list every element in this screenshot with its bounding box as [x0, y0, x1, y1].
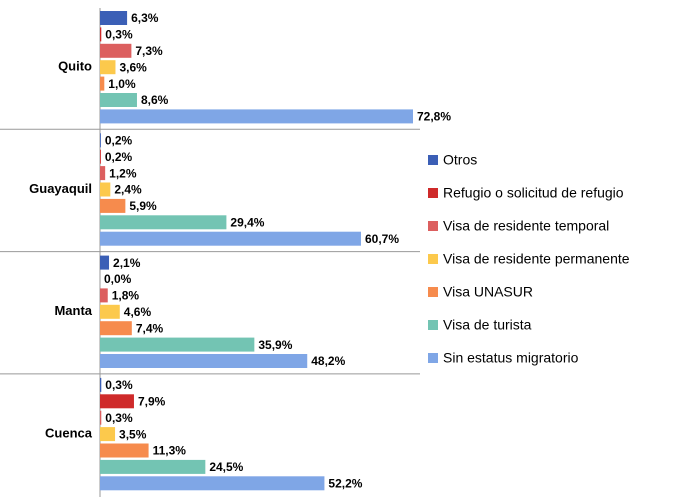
legend-label: Visa de residente permanente	[443, 251, 630, 267]
legend-label: Visa de residente temporal	[443, 218, 609, 234]
legend-label: Otros	[443, 152, 477, 168]
value-label: 11,3%	[153, 444, 187, 458]
legend-swatch	[428, 287, 438, 297]
value-label: 7,4%	[136, 321, 164, 335]
value-label: 0,3%	[105, 28, 133, 42]
bar	[100, 149, 101, 164]
bar	[100, 231, 361, 246]
value-label: 0,0%	[104, 272, 132, 286]
value-label: 29,4%	[230, 215, 264, 229]
bar	[100, 304, 120, 319]
category-label: Cuenca	[45, 425, 93, 440]
bar	[100, 166, 106, 181]
value-label: 0,2%	[105, 133, 133, 147]
value-label: 5,9%	[129, 199, 157, 213]
value-label: 2,1%	[113, 256, 141, 270]
category-label: Quito	[58, 59, 92, 74]
bar	[100, 76, 105, 91]
bar	[100, 321, 132, 336]
value-label: 8,6%	[141, 93, 169, 107]
category-label: Guayaquil	[29, 181, 92, 196]
legend-swatch	[428, 320, 438, 330]
value-label: 48,2%	[311, 354, 345, 368]
value-label: 7,3%	[135, 44, 163, 58]
legend-swatch	[428, 254, 438, 264]
legend-label: Refugio o solicitud de refugio	[443, 185, 624, 201]
bar	[100, 476, 325, 491]
bar	[100, 377, 102, 392]
legend-label: Sin estatus migratorio	[443, 350, 579, 366]
value-label: 1,8%	[112, 289, 140, 303]
bar	[100, 198, 126, 213]
legend-swatch	[428, 155, 438, 165]
bar	[100, 215, 227, 230]
value-label: 1,0%	[108, 77, 136, 91]
bar	[100, 288, 108, 303]
value-label: 3,6%	[119, 60, 147, 74]
value-label: 52,2%	[328, 476, 362, 490]
bar	[100, 182, 111, 197]
value-label: 0,3%	[105, 411, 133, 425]
bar	[100, 11, 128, 25]
legend-swatch	[428, 188, 438, 198]
value-label: 3,5%	[119, 427, 147, 441]
bar	[100, 443, 149, 458]
value-label: 1,2%	[109, 166, 137, 180]
bar	[100, 133, 101, 148]
bar	[100, 459, 206, 474]
value-label: 2,4%	[114, 183, 142, 197]
bar	[100, 354, 308, 368]
bar	[100, 27, 102, 42]
bar	[100, 394, 134, 409]
bar	[100, 60, 116, 75]
category-label: Manta	[54, 303, 92, 318]
bar	[100, 427, 116, 442]
value-label: 0,2%	[105, 150, 133, 164]
value-label: 72,8%	[417, 110, 451, 124]
legend-swatch	[428, 221, 438, 231]
value-label: 6,3%	[131, 11, 159, 25]
bar	[100, 93, 137, 107]
value-label: 4,6%	[124, 305, 152, 319]
bar	[100, 255, 110, 270]
bar	[100, 109, 413, 124]
bar	[100, 337, 255, 352]
legend-label: Visa UNASUR	[443, 284, 533, 300]
bar	[100, 410, 102, 425]
bar	[100, 43, 132, 58]
value-label: 0,3%	[105, 378, 133, 392]
value-label: 24,5%	[209, 460, 243, 474]
value-label: 35,9%	[258, 338, 292, 352]
legend-swatch	[428, 353, 438, 363]
value-label: 60,7%	[365, 232, 399, 246]
value-label: 7,9%	[138, 394, 166, 408]
legend-label: Visa de turista	[443, 317, 532, 333]
